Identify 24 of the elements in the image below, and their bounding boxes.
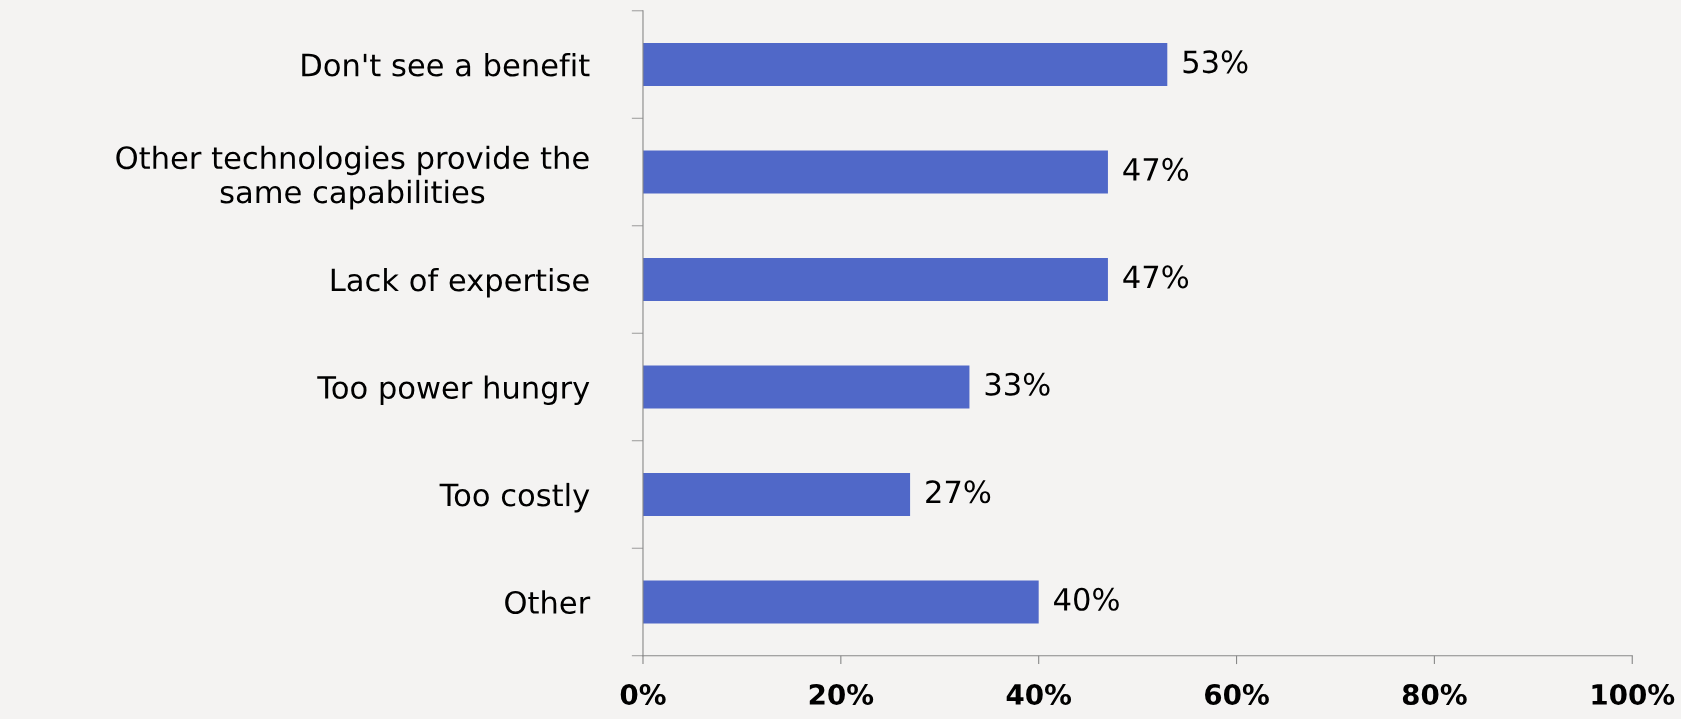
data-label: 47%	[1123, 265, 1189, 289]
y-tick-label: Other	[505, 590, 591, 615]
bar	[642, 472, 911, 516]
bar	[642, 43, 1168, 87]
bar	[642, 580, 1039, 624]
data-label: 53%	[1183, 50, 1248, 74]
x-tick-label: 40%	[1006, 684, 1072, 706]
y-tick-label: Too power hungry	[317, 375, 590, 405]
y-tick-label: Too costly	[439, 482, 590, 513]
x-tick-label: 20%	[809, 684, 874, 706]
bar	[642, 150, 1108, 194]
x-tick-label: 0%	[620, 684, 666, 706]
data-label: 27%	[926, 480, 991, 504]
x-tick-label: 60%	[1205, 684, 1269, 706]
x-tick-label: 80%	[1402, 684, 1467, 706]
y-tick-label: Don't see a benefit	[302, 52, 590, 77]
bar	[642, 365, 970, 409]
y-tick-label: Other technologies provide the same capabilities	[116, 145, 589, 210]
bar	[642, 258, 1108, 302]
data-label: 47%	[1123, 157, 1189, 181]
y-tick-label: Lack of expertise	[331, 267, 589, 298]
data-label: 40%	[1054, 587, 1119, 611]
x-tick-label: 100%	[1592, 684, 1675, 706]
data-label: 33%	[985, 372, 1050, 396]
